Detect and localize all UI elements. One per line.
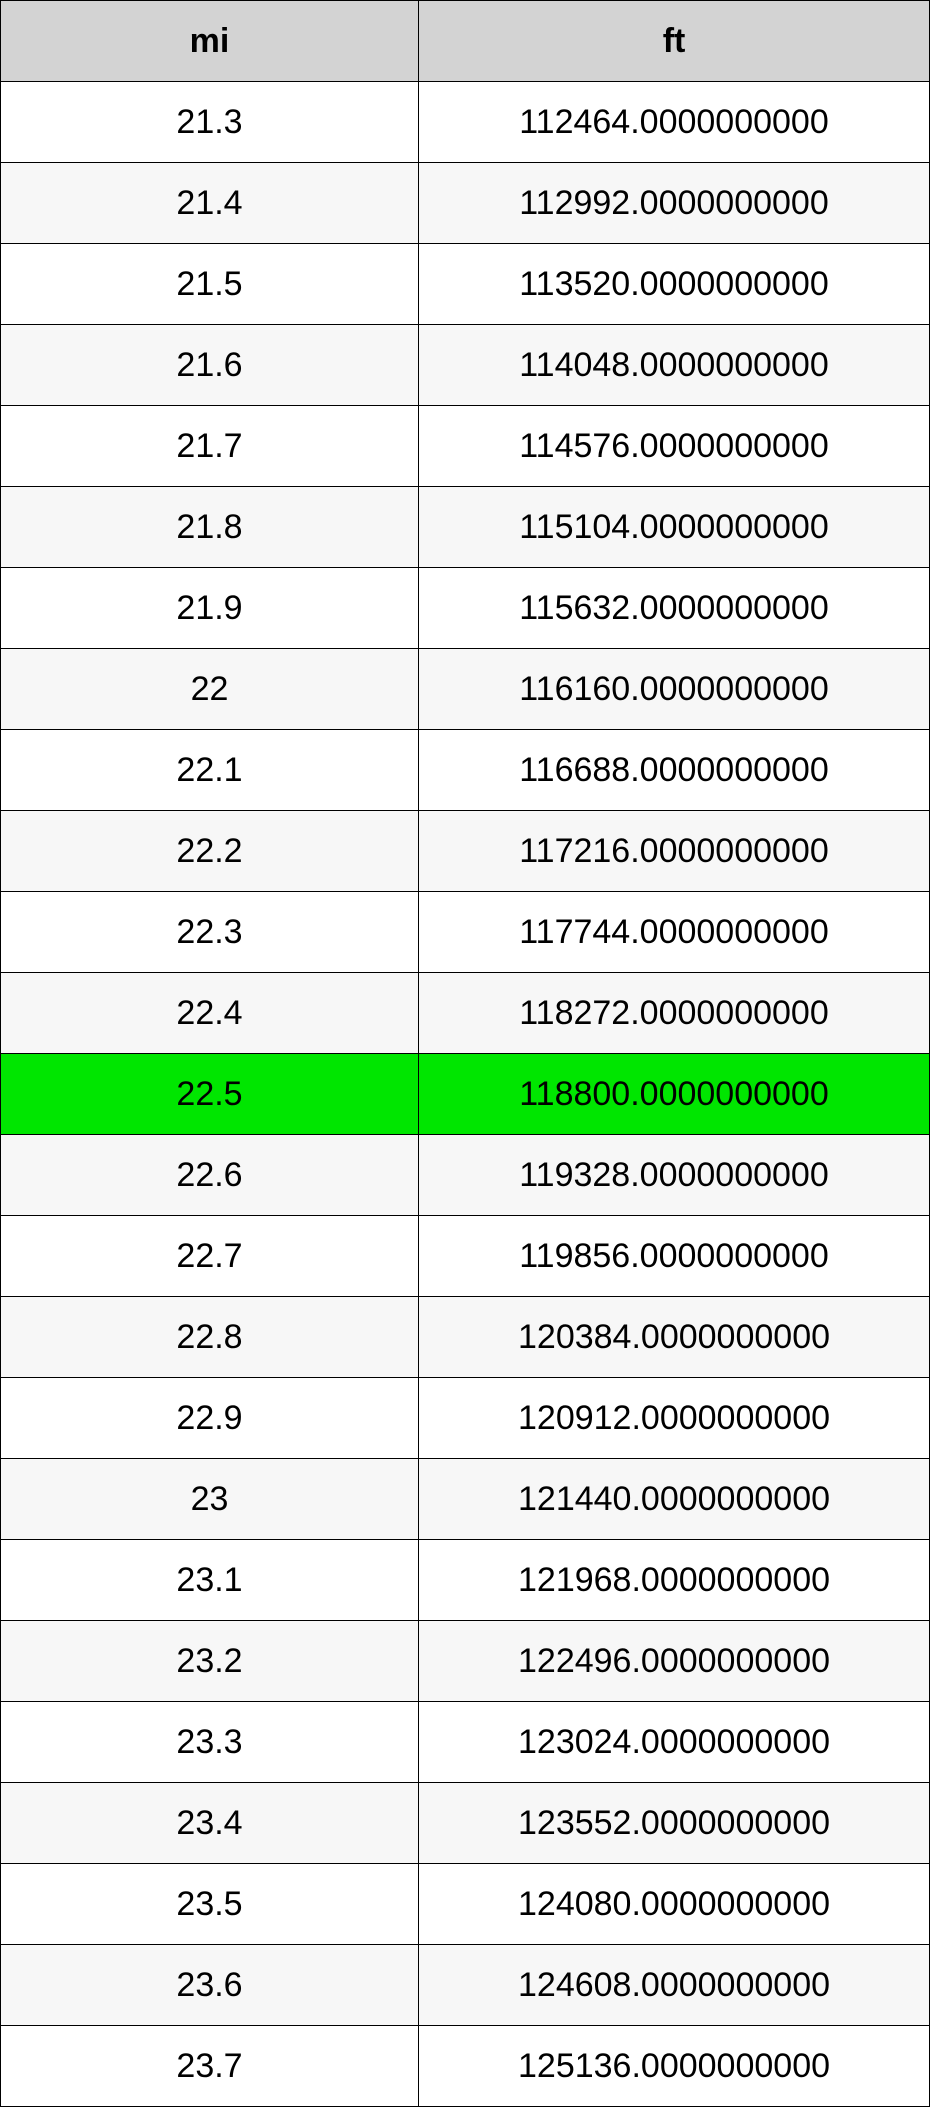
table-row: 22.6119328.0000000000	[1, 1135, 930, 1216]
cell-mi: 23.4	[1, 1783, 419, 1864]
conversion-table: mi ft 21.3112464.000000000021.4112992.00…	[0, 0, 930, 2107]
table-header-row: mi ft	[1, 1, 930, 82]
table-row: 23.4123552.0000000000	[1, 1783, 930, 1864]
cell-mi: 22.3	[1, 892, 419, 973]
cell-ft: 112992.0000000000	[419, 163, 930, 244]
cell-ft: 121440.0000000000	[419, 1459, 930, 1540]
table-row: 21.5113520.0000000000	[1, 244, 930, 325]
table-row: 21.6114048.0000000000	[1, 325, 930, 406]
cell-mi: 21.8	[1, 487, 419, 568]
cell-mi: 23.2	[1, 1621, 419, 1702]
cell-ft: 117744.0000000000	[419, 892, 930, 973]
cell-ft: 118800.0000000000	[419, 1054, 930, 1135]
table-row: 23121440.0000000000	[1, 1459, 930, 1540]
table-row: 23.3123024.0000000000	[1, 1702, 930, 1783]
cell-ft: 118272.0000000000	[419, 973, 930, 1054]
table-row: 22116160.0000000000	[1, 649, 930, 730]
cell-ft: 113520.0000000000	[419, 244, 930, 325]
cell-ft: 114576.0000000000	[419, 406, 930, 487]
cell-mi: 22	[1, 649, 419, 730]
cell-ft: 116160.0000000000	[419, 649, 930, 730]
table-row: 22.1116688.0000000000	[1, 730, 930, 811]
cell-mi: 23	[1, 1459, 419, 1540]
cell-mi: 23.3	[1, 1702, 419, 1783]
table-row: 23.2122496.0000000000	[1, 1621, 930, 1702]
cell-ft: 115104.0000000000	[419, 487, 930, 568]
table-row: 23.7125136.0000000000	[1, 2026, 930, 2107]
cell-ft: 120384.0000000000	[419, 1297, 930, 1378]
cell-mi: 23.6	[1, 1945, 419, 2026]
table-row: 21.7114576.0000000000	[1, 406, 930, 487]
cell-ft: 114048.0000000000	[419, 325, 930, 406]
table-body: 21.3112464.000000000021.4112992.00000000…	[1, 82, 930, 2107]
cell-ft: 121968.0000000000	[419, 1540, 930, 1621]
cell-mi: 22.8	[1, 1297, 419, 1378]
cell-mi: 23.7	[1, 2026, 419, 2107]
cell-mi: 21.7	[1, 406, 419, 487]
cell-ft: 115632.0000000000	[419, 568, 930, 649]
cell-mi: 21.6	[1, 325, 419, 406]
table-row: 23.5124080.0000000000	[1, 1864, 930, 1945]
cell-ft: 119856.0000000000	[419, 1216, 930, 1297]
cell-mi: 22.5	[1, 1054, 419, 1135]
cell-ft: 116688.0000000000	[419, 730, 930, 811]
cell-mi: 22.1	[1, 730, 419, 811]
cell-ft: 119328.0000000000	[419, 1135, 930, 1216]
table-row: 22.2117216.0000000000	[1, 811, 930, 892]
table-row: 21.9115632.0000000000	[1, 568, 930, 649]
table-row: 22.5118800.0000000000	[1, 1054, 930, 1135]
conversion-table-container: mi ft 21.3112464.000000000021.4112992.00…	[0, 0, 930, 2107]
table-row: 22.8120384.0000000000	[1, 1297, 930, 1378]
cell-ft: 125136.0000000000	[419, 2026, 930, 2107]
cell-mi: 22.2	[1, 811, 419, 892]
cell-mi: 22.7	[1, 1216, 419, 1297]
cell-mi: 22.6	[1, 1135, 419, 1216]
cell-ft: 120912.0000000000	[419, 1378, 930, 1459]
cell-ft: 122496.0000000000	[419, 1621, 930, 1702]
table-row: 21.4112992.0000000000	[1, 163, 930, 244]
cell-mi: 21.4	[1, 163, 419, 244]
cell-mi: 23.5	[1, 1864, 419, 1945]
column-header-ft: ft	[419, 1, 930, 82]
table-row: 23.1121968.0000000000	[1, 1540, 930, 1621]
cell-ft: 123024.0000000000	[419, 1702, 930, 1783]
table-row: 21.3112464.0000000000	[1, 82, 930, 163]
table-row: 21.8115104.0000000000	[1, 487, 930, 568]
cell-mi: 21.3	[1, 82, 419, 163]
column-header-mi: mi	[1, 1, 419, 82]
cell-ft: 123552.0000000000	[419, 1783, 930, 1864]
cell-ft: 124080.0000000000	[419, 1864, 930, 1945]
table-row: 23.6124608.0000000000	[1, 1945, 930, 2026]
table-row: 22.9120912.0000000000	[1, 1378, 930, 1459]
cell-mi: 23.1	[1, 1540, 419, 1621]
cell-ft: 112464.0000000000	[419, 82, 930, 163]
cell-mi: 22.9	[1, 1378, 419, 1459]
table-row: 22.3117744.0000000000	[1, 892, 930, 973]
table-row: 22.7119856.0000000000	[1, 1216, 930, 1297]
table-row: 22.4118272.0000000000	[1, 973, 930, 1054]
cell-ft: 117216.0000000000	[419, 811, 930, 892]
cell-mi: 21.9	[1, 568, 419, 649]
cell-mi: 22.4	[1, 973, 419, 1054]
cell-mi: 21.5	[1, 244, 419, 325]
cell-ft: 124608.0000000000	[419, 1945, 930, 2026]
